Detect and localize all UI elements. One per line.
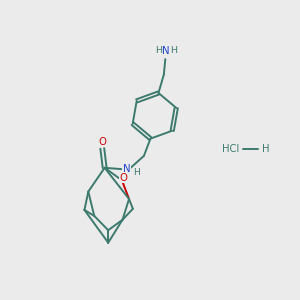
Text: N: N <box>123 164 130 174</box>
Text: H: H <box>155 46 162 55</box>
Text: N: N <box>162 46 170 56</box>
Text: HCl: HCl <box>222 143 239 154</box>
Text: H: H <box>262 143 269 154</box>
Text: H: H <box>170 46 177 55</box>
Text: O: O <box>98 137 106 147</box>
Text: O: O <box>119 173 127 183</box>
Text: H: H <box>134 168 140 177</box>
